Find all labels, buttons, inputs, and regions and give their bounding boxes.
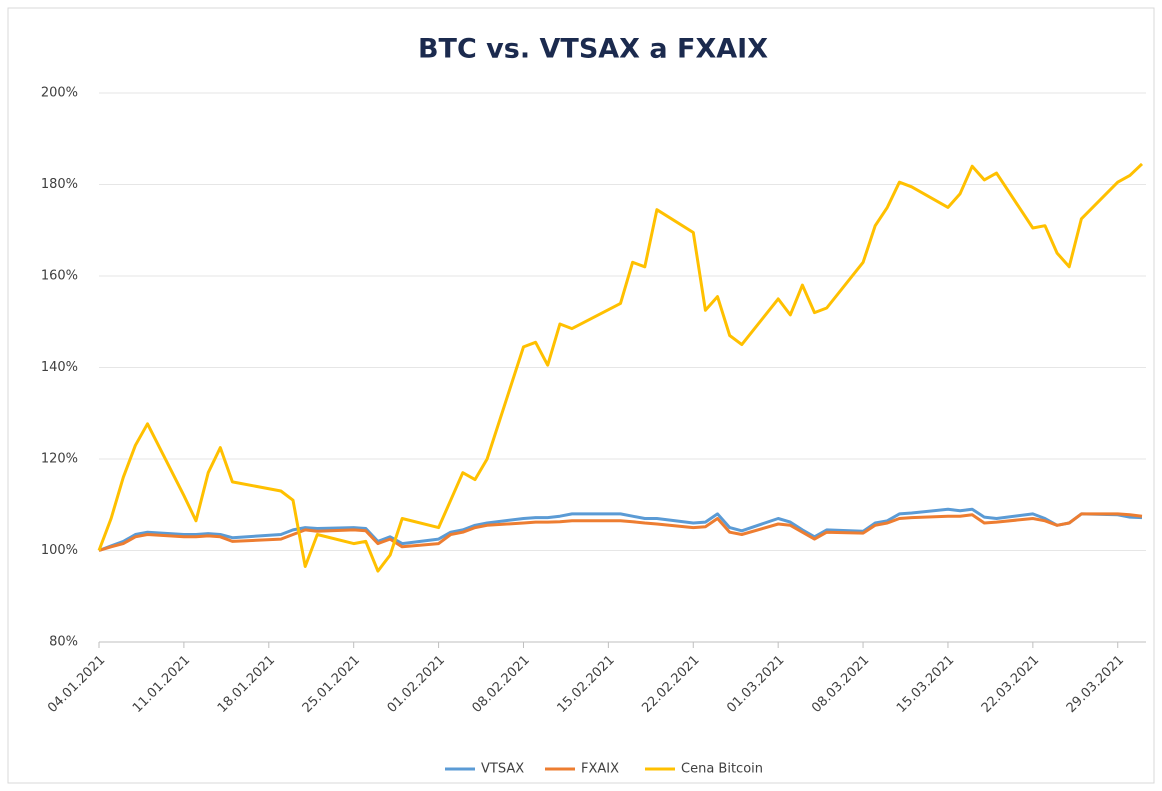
series-line [97, 162, 1144, 573]
chart-title: BTC vs. VTSAX a FXAIX [418, 34, 768, 65]
chart-frame [7, 7, 1155, 784]
legend-label: FXAIX [581, 762, 619, 777]
y-tick-label: 200% [41, 86, 78, 101]
y-tick-label: 140% [41, 360, 78, 375]
y-tick-label: 160% [41, 269, 78, 284]
y-tick-label: 100% [41, 543, 78, 558]
series-line [98, 507, 1143, 552]
y-tick-label: 120% [41, 452, 78, 467]
legend-label: Cena Bitcoin [681, 762, 763, 777]
legend-label: VTSAX [481, 762, 524, 777]
y-tick-label: 180% [41, 177, 78, 192]
series-line [98, 512, 1143, 552]
y-tick-label: 80% [49, 635, 78, 650]
